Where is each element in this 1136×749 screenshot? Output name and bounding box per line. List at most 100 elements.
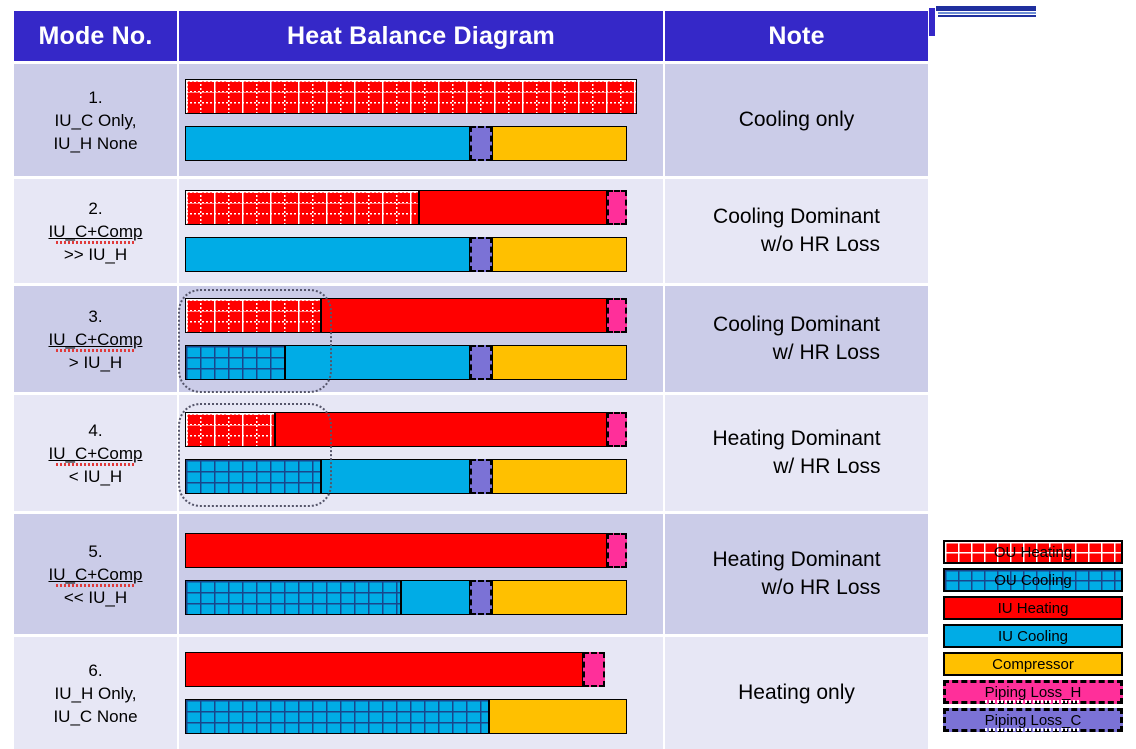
segment-compressor xyxy=(492,126,627,161)
diagram-cell xyxy=(178,286,663,393)
legend-item-comp: Compressor xyxy=(943,652,1123,676)
header-divider-1 xyxy=(177,11,179,61)
legend-label: OU Heating xyxy=(993,543,1073,561)
segment-ou-cooling xyxy=(185,699,489,734)
decor-rule-3 xyxy=(938,15,1036,17)
mode-label-line: > IU_H xyxy=(68,352,123,372)
segment-ou-heating xyxy=(185,412,275,447)
mode-label-line: IU_C+Comp xyxy=(48,441,143,466)
note-label: Heating Dominant w/o HR Loss xyxy=(712,546,880,602)
mode-cell: 5. IU_C+Comp << IU_H xyxy=(14,514,177,634)
segment-ou-heating-hatch xyxy=(186,191,418,224)
header-divider-2 xyxy=(663,11,665,61)
note-label-line: Cooling only xyxy=(738,108,855,131)
heat-balance-table: Mode No. Heat Balance Diagram Note 1. IU_… xyxy=(14,11,928,749)
cell-divider xyxy=(663,64,665,176)
row-separator xyxy=(14,634,928,637)
segment-ou-cooling xyxy=(185,345,285,380)
segment-iu-heating xyxy=(419,190,607,225)
row-separator xyxy=(14,511,928,514)
mode-label-line: IU_C Only, xyxy=(54,110,137,130)
diagram-cell xyxy=(178,395,663,511)
legend: OU Heating OU Cooling IU Heating IU Cooling… xyxy=(943,540,1123,736)
note-label-line: w/ HR Loss xyxy=(773,455,881,478)
row-separator xyxy=(14,61,928,64)
segment-ou-cooling xyxy=(185,580,401,615)
heat-balance-bars xyxy=(179,514,663,634)
note-label-line: Heating only xyxy=(738,681,855,704)
segment-compressor xyxy=(492,580,627,615)
mode-cell: 6. IU_H Only, IU_C None xyxy=(14,637,177,749)
segment-iu-heating xyxy=(185,652,583,687)
legend-item-plc: Piping Loss_C xyxy=(943,708,1123,732)
legend-item-ouh: OU Heating xyxy=(943,540,1123,564)
segment-piping-loss-c xyxy=(470,345,492,380)
segment-piping-loss-h xyxy=(607,412,627,447)
segment-iu-heating xyxy=(321,298,607,333)
segment-iu-cooling xyxy=(285,345,470,380)
note-label-line: Heating Dominant xyxy=(712,548,881,571)
note-cell: Heating Dominant w/ HR Loss xyxy=(665,395,928,511)
table-row: 3. IU_C+Comp > IU_H Cooling Dominant w/ HR L… xyxy=(14,286,928,393)
legend-label: Compressor xyxy=(992,655,1074,673)
heat-balance-bars xyxy=(179,64,663,176)
legend-label: Piping Loss_H xyxy=(984,683,1082,703)
note-label-line: w/ HR Loss xyxy=(772,341,880,364)
mode-cell: 2. IU_C+Comp >> IU_H xyxy=(14,179,177,283)
row-separator xyxy=(14,392,928,395)
segment-ou-heating-hatch xyxy=(186,413,274,446)
mode-label: 1. IU_C Only, IU_H None xyxy=(53,86,137,155)
segment-ou-heating xyxy=(185,190,419,225)
diagram-cell xyxy=(179,179,663,283)
segment-ou-cooling-hatch xyxy=(186,460,320,493)
cell-divider xyxy=(663,286,665,392)
mode-label-line: 3. xyxy=(88,306,103,326)
note-label: Cooling Dominant w/o HR Loss xyxy=(713,203,880,259)
mode-label-line: IU_C+Comp xyxy=(48,327,143,352)
mode-label-line: IU_C+Comp xyxy=(48,219,143,244)
cell-divider xyxy=(663,514,665,634)
segment-piping-loss-c xyxy=(470,459,492,494)
note-label-line: Cooling Dominant xyxy=(713,205,880,228)
segment-ou-heating xyxy=(185,298,321,333)
mode-label: 5. IU_C+Comp << IU_H xyxy=(48,540,143,609)
legend-swatch-hatch-ouh xyxy=(945,542,1121,562)
table-row: 1. IU_C Only, IU_H None Cooling only xyxy=(14,64,928,176)
diagram-cell xyxy=(179,64,663,176)
mode-label-line: IU_H None xyxy=(53,133,138,153)
mode-cell: 3. IU_C+Comp > IU_H xyxy=(14,286,177,392)
segment-ou-heating-hatch xyxy=(186,299,320,332)
spellcheck-underline xyxy=(56,583,135,587)
segment-ou-cooling-hatch xyxy=(186,581,400,614)
mode-cell: 1. IU_C Only, IU_H None xyxy=(14,64,177,176)
segment-iu-cooling xyxy=(185,237,470,272)
segment-piping-loss-h xyxy=(607,533,627,568)
note-label-line: w/o HR Loss xyxy=(761,576,881,599)
segment-ou-cooling-hatch xyxy=(186,700,488,733)
segment-compressor xyxy=(489,699,627,734)
cell-divider xyxy=(177,64,179,176)
header-note: Note xyxy=(665,11,928,61)
segment-ou-heating xyxy=(185,79,637,114)
mode-label-line: 4. xyxy=(88,420,103,440)
segment-ou-heating-hatch xyxy=(186,80,636,113)
note-cell: Cooling only xyxy=(665,64,928,176)
note-label: Cooling Dominant w/ HR Loss xyxy=(713,311,880,367)
spellcheck-underline xyxy=(56,462,135,466)
heat-balance-bars xyxy=(178,286,663,393)
legend-item-ouc: OU Cooling xyxy=(943,568,1123,592)
segment-piping-loss-h xyxy=(583,652,605,687)
legend-item-plh: Piping Loss_H xyxy=(943,680,1123,704)
mode-cell: 4. IU_C+Comp < IU_H xyxy=(14,395,177,511)
decor-rule-1 xyxy=(936,6,1036,11)
note-label: Heating Dominant w/ HR Loss xyxy=(712,425,880,481)
table-body: 1. IU_C Only, IU_H None Cooling only 2. IU_C+… xyxy=(14,61,928,749)
table-row: 6. IU_H Only, IU_C None Heating only xyxy=(14,637,928,749)
row-separator xyxy=(14,283,928,286)
cell-divider xyxy=(663,395,665,511)
segment-piping-loss-h xyxy=(607,298,627,333)
mode-label: 6. IU_H Only, IU_C None xyxy=(53,659,137,728)
mode-label-line: IU_C+Comp xyxy=(48,562,143,587)
decor-left-nub xyxy=(929,8,935,36)
segment-iu-cooling xyxy=(321,459,470,494)
